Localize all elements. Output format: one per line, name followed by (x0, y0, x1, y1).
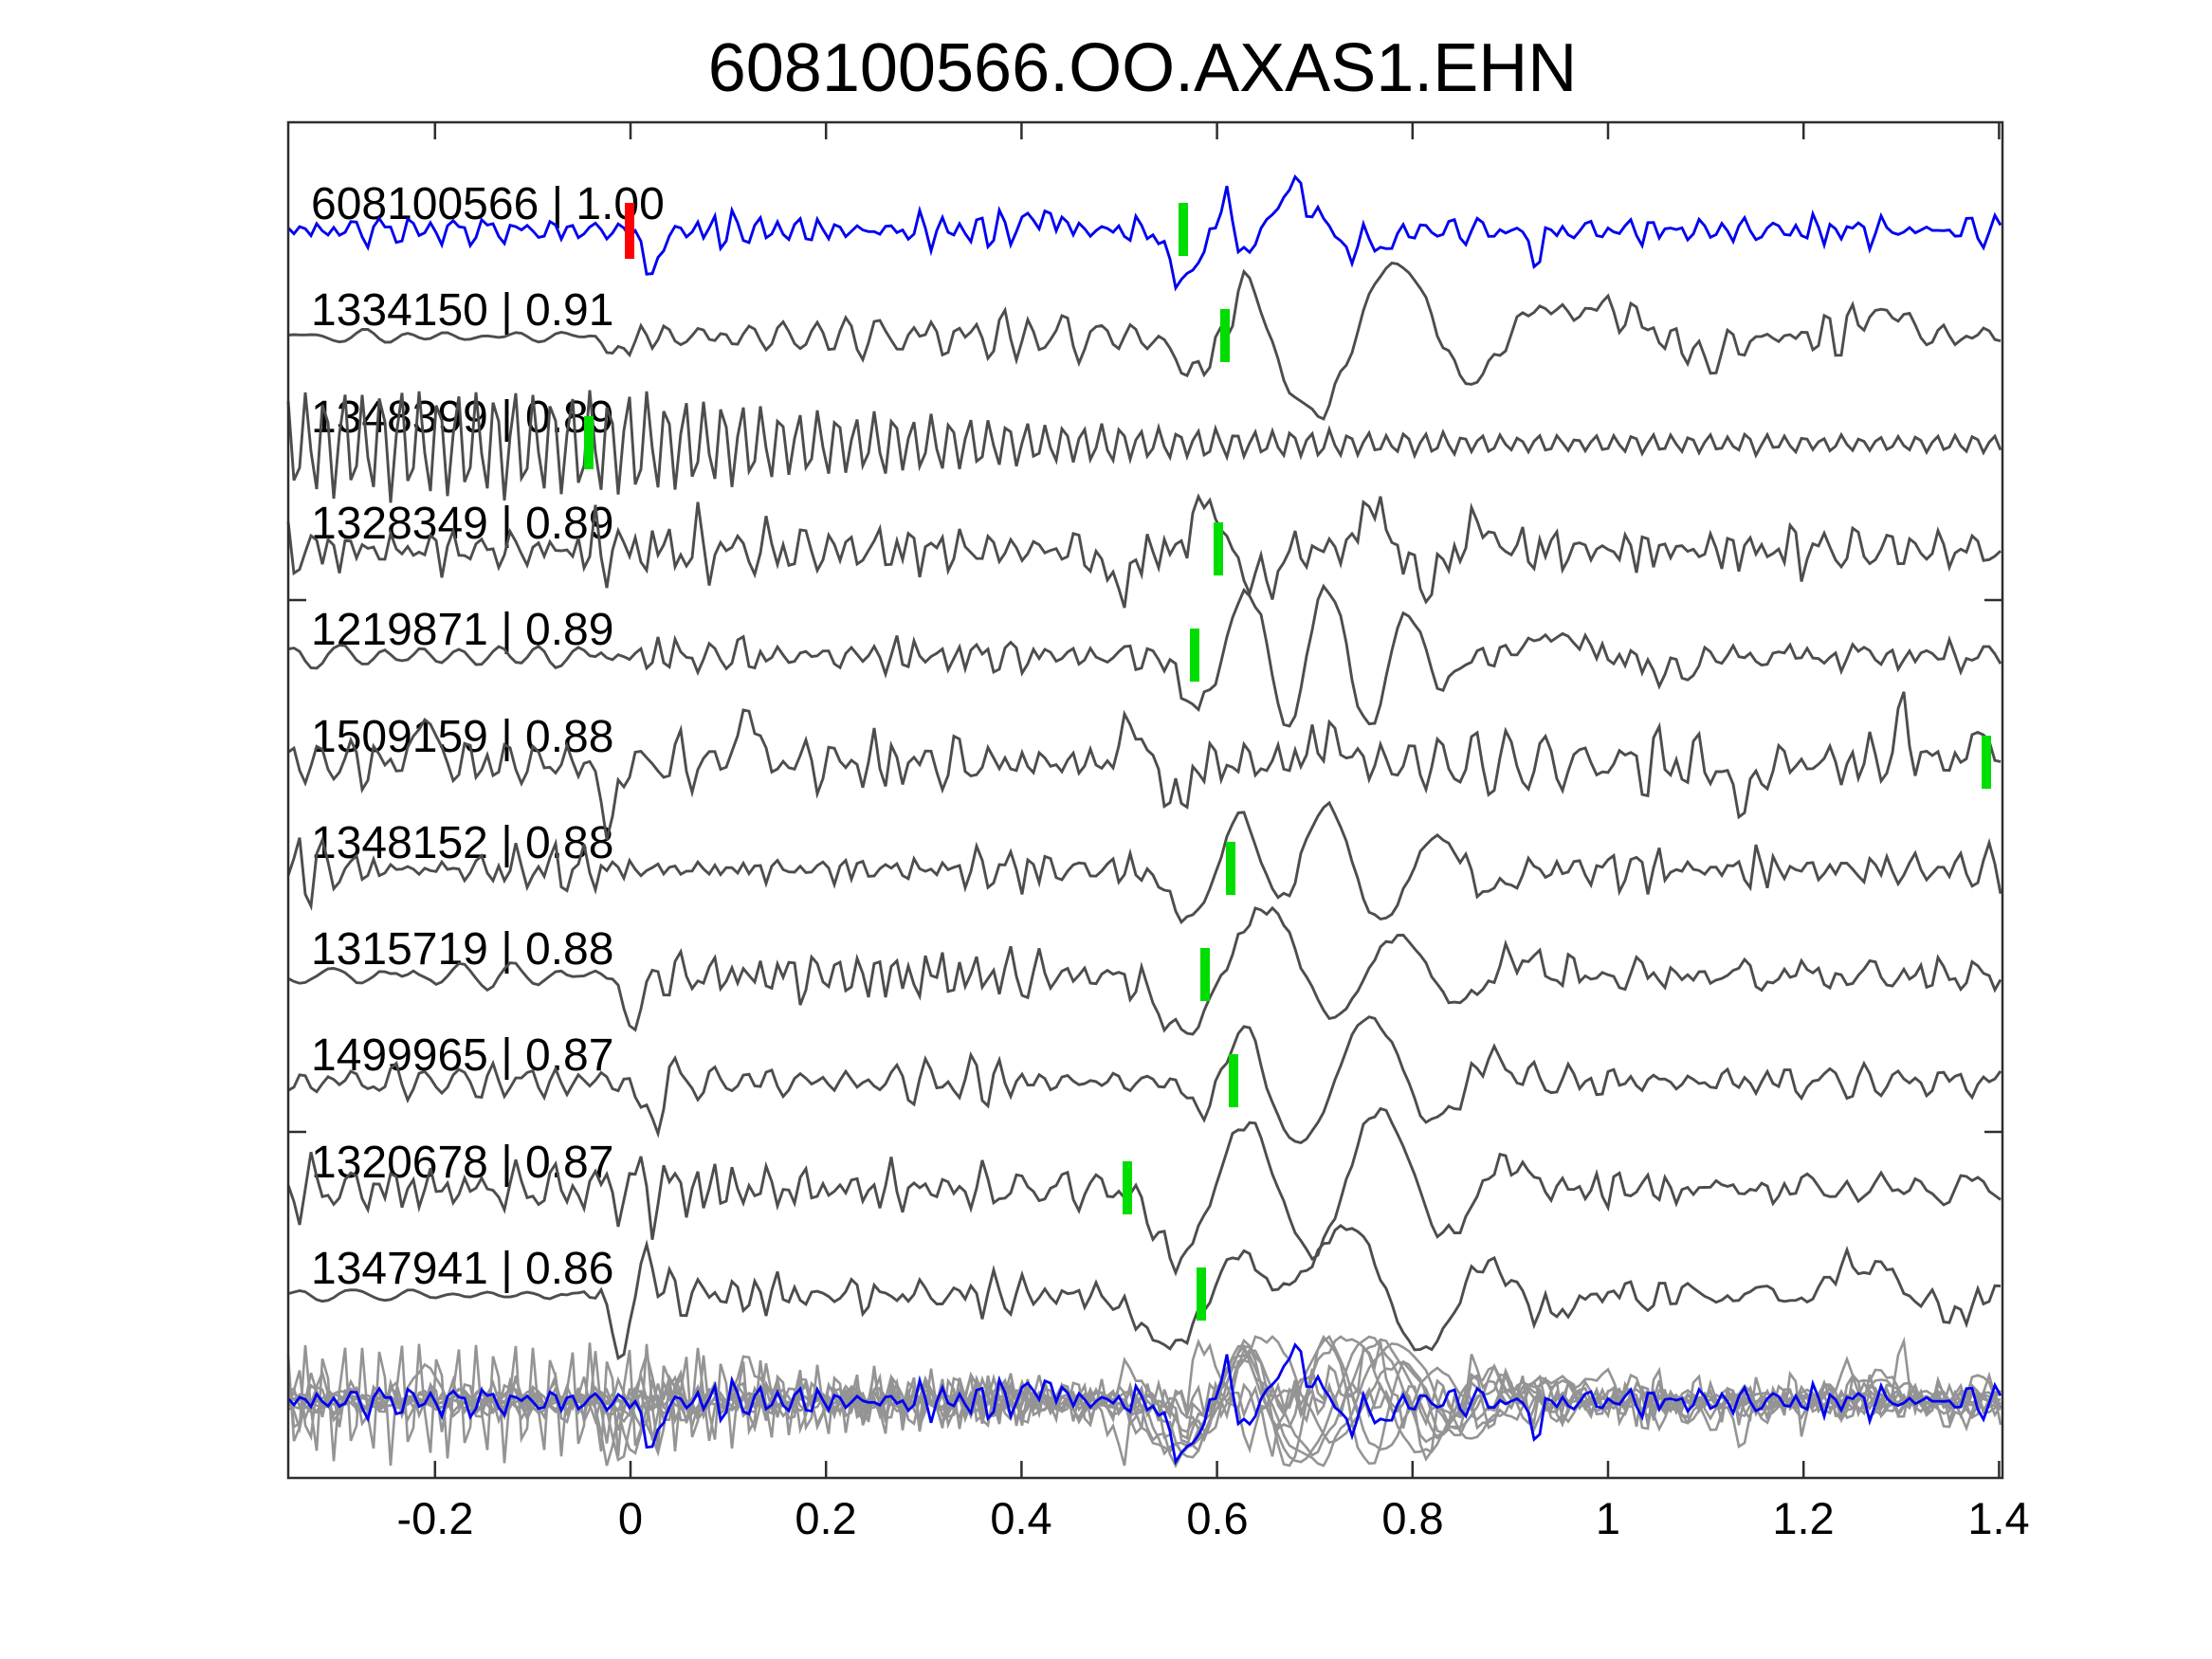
svg-text:1348152 | 0.88: 1348152 | 0.88 (311, 818, 613, 868)
svg-text:608100566.OO.AXAS1.EHN: 608100566.OO.AXAS1.EHN (708, 30, 1578, 106)
svg-text:1347941 | 0.86: 1347941 | 0.86 (311, 1244, 613, 1294)
svg-text:0: 0 (618, 1493, 643, 1543)
svg-text:1315719 | 0.88: 1315719 | 0.88 (311, 924, 613, 975)
svg-text:0.4: 0.4 (990, 1493, 1051, 1543)
svg-text:1328349 | 0.89: 1328349 | 0.89 (311, 499, 613, 549)
svg-text:0.6: 0.6 (1186, 1493, 1248, 1543)
svg-text:1.4: 1.4 (1967, 1493, 2029, 1543)
svg-text:0.8: 0.8 (1381, 1493, 1443, 1543)
svg-text:1320678 | 0.87: 1320678 | 0.87 (311, 1138, 613, 1188)
svg-text:1: 1 (1596, 1493, 1620, 1543)
svg-text:1334150 | 0.91: 1334150 | 0.91 (311, 285, 613, 336)
svg-text:0.2: 0.2 (795, 1493, 856, 1543)
svg-text:1.2: 1.2 (1772, 1493, 1834, 1543)
svg-text:-0.2: -0.2 (397, 1493, 474, 1543)
svg-text:1219871 | 0.89: 1219871 | 0.89 (311, 605, 613, 655)
svg-text:608100566 | 1.00: 608100566 | 1.00 (311, 179, 665, 229)
